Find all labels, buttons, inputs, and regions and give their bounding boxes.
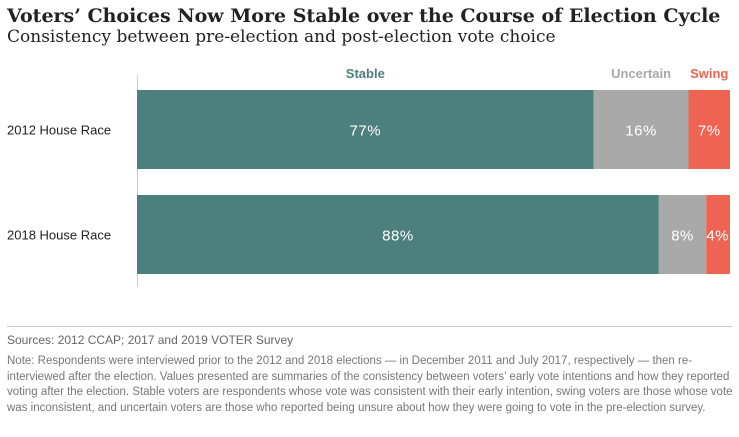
data-label-2018-house-race-stable: 88% (382, 228, 414, 245)
bar-2018-house-race-stable (137, 195, 659, 274)
data-label-2018-house-race-uncertain: 8% (671, 228, 694, 245)
stacked-bar-chart: 2012 House Race 2018 House Race Stable Unce… (7, 66, 730, 287)
legend-stable: Stable (346, 66, 385, 81)
chart-title: Voters’ Choices Now More Stable over the… (7, 5, 721, 27)
bar-2018-house-race-swing (706, 195, 730, 274)
bar-2012-house-race-uncertain (593, 90, 689, 169)
legend-uncertain: Uncertain (611, 66, 671, 81)
bar-2018-house-race-uncertain (658, 195, 707, 274)
chart-subtitle: Consistency between pre-election and pos… (7, 27, 556, 47)
divider (7, 326, 732, 327)
bar-2012-house-race-swing (688, 90, 730, 169)
category-label-2012-house-race: 2012 House Race (7, 123, 111, 138)
data-label-2012-house-race-swing: 7% (698, 123, 721, 140)
data-label-2012-house-race-uncertain: 16% (625, 123, 657, 140)
data-label-2012-house-race-stable: 77% (350, 123, 382, 140)
data-label-2018-house-race-swing: 4% (706, 228, 729, 245)
bar-2012-house-race-stable (137, 90, 594, 169)
note-text: Note: Respondents were interviewed prior… (7, 355, 733, 414)
category-label-2018-house-race: 2018 House Race (7, 228, 111, 243)
sources-text: Sources: 2012 CCAP; 2017 and 2019 VOTER … (7, 333, 294, 347)
legend-swing: Swing (690, 66, 728, 81)
